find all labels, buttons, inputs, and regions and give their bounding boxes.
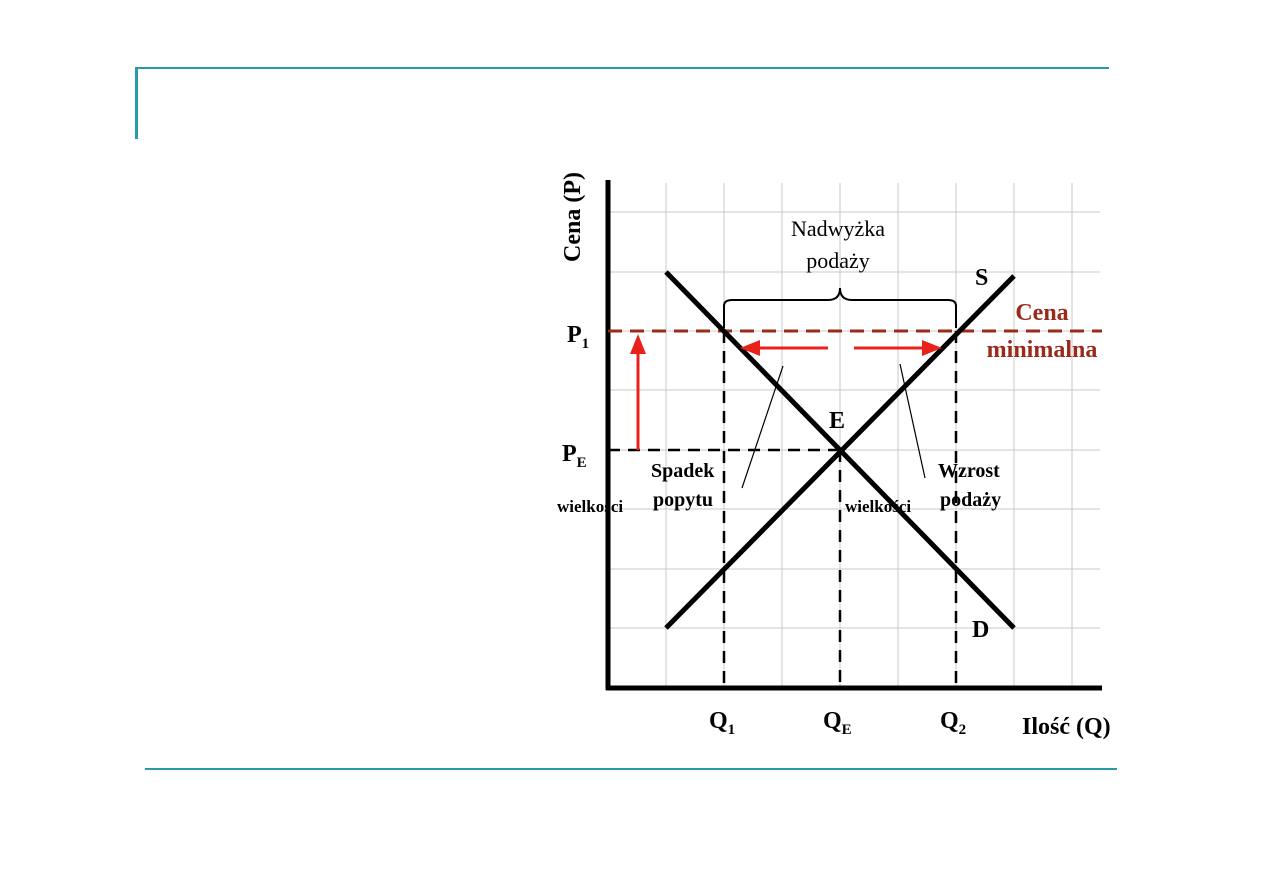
surplus-label-line1: Nadwyżka bbox=[791, 216, 885, 241]
demand-shift-arrowhead bbox=[740, 340, 760, 356]
supply-shift-arrowhead bbox=[922, 340, 942, 356]
demand-change-line1: Spadek bbox=[651, 460, 715, 482]
surplus-brace bbox=[723, 287, 957, 328]
supply-change-line2: podaży bbox=[940, 489, 1001, 511]
y-axis-label: Cena (P) bbox=[560, 172, 586, 262]
top-rule bbox=[135, 67, 1109, 69]
demand-curve bbox=[664, 270, 1016, 630]
grid bbox=[608, 183, 1100, 688]
surplus-label-line2: podaży bbox=[806, 248, 870, 273]
p1-label: P1 bbox=[567, 322, 589, 352]
left-rule bbox=[135, 67, 138, 139]
supply-label: S bbox=[975, 265, 988, 291]
price-floor-label-line1: Cena bbox=[1015, 300, 1068, 326]
supply-change-prefix: wielkości bbox=[845, 497, 911, 516]
supply-pointer-line bbox=[899, 363, 926, 479]
bottom-rule bbox=[145, 768, 1117, 770]
equilibrium-label: E bbox=[829, 408, 845, 434]
red-arrows bbox=[630, 334, 942, 450]
supply-change-line1: Wzrost bbox=[938, 460, 1000, 482]
q1-label: Q1 bbox=[709, 708, 735, 738]
pe-label: PE bbox=[562, 441, 587, 471]
qe-label: QE bbox=[823, 708, 852, 738]
demand-label: D bbox=[972, 617, 989, 643]
x-axis-label: Ilość (Q) bbox=[1022, 714, 1111, 740]
price-up-arrowhead bbox=[630, 334, 646, 354]
demand-change-line2: popytu bbox=[653, 489, 713, 511]
demand-pointer-line bbox=[741, 365, 784, 489]
price-floor-label-line2: minimalna bbox=[987, 337, 1098, 363]
demand-change-prefix: wielkości bbox=[557, 497, 623, 516]
q2-label: Q2 bbox=[940, 708, 966, 738]
